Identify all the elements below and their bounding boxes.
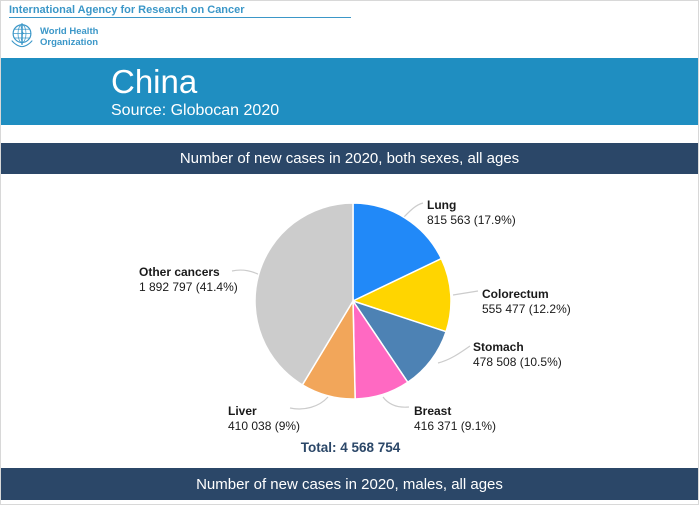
section-title-males: Number of new cases in 2020, males, all … [196,475,503,493]
label-stomach-name: Stomach [473,340,524,354]
pie-slice-lung[interactable] [352,202,443,303]
label-colorectum-name: Colorectum [482,287,549,301]
who-emblem-icon [8,21,36,54]
country-title-banner: China Source: Globocan 2020 [1,58,698,125]
label-breast-value: 416 371 (9.1%) [414,419,497,433]
page-title-country: China [111,63,198,100]
section-banner-males: Number of new cases in 2020, males, all … [1,468,698,500]
total-cases-label: Total: 4 568 754 [300,440,401,455]
iarc-agency-link[interactable]: International Agency for Research on Can… [9,4,245,16]
label-stomach: Stomach 478 508 (10.5%) [473,340,562,370]
label-colorectum-value: 555 477 (12.2%) [482,302,571,316]
section-banner-both-sexes: Number of new cases in 2020, both sexes,… [1,143,698,174]
source-label: Source: Globocan 2020 [111,101,280,119]
label-breast: Breast 416 371 (9.1%) [414,404,496,434]
label-liver: Liver 410 038 (9%) [228,404,300,434]
label-lung-name: Lung [427,198,457,212]
label-lung-value: 815 563 (17.9%) [427,213,516,227]
top-header: International Agency for Research on Can… [1,1,698,58]
leader-lines [231,202,479,410]
pie-chart [231,202,479,410]
label-lung: Lung 815 563 (17.9%) [427,198,516,228]
label-other-cancers-name: Other cancers [139,265,220,279]
pie-slice-other-cancers[interactable] [254,202,354,386]
who-name: World Health Organization [40,25,99,48]
pie-chart-area: Lung 815 563 (17.9%) Colorectum 555 477 … [1,174,698,468]
label-other-cancers-value: 1 892 797 (41.4%) [139,280,238,294]
label-breast-name: Breast [414,404,452,418]
pie-slice-colorectum[interactable] [350,257,452,333]
label-stomach-value: 478 508 (10.5%) [473,355,562,369]
label-colorectum: Colorectum 555 477 (12.2%) [482,287,571,317]
section-title-both-sexes: Number of new cases in 2020, both sexes,… [179,150,520,167]
label-liver-name: Liver [228,404,257,418]
header-divider [9,17,351,18]
who-logo-link[interactable]: World Health Organization [8,21,98,54]
label-liver-value: 410 038 (9%) [228,419,301,433]
label-other-cancers: Other cancers 1 892 797 (41.4%) [139,265,238,295]
